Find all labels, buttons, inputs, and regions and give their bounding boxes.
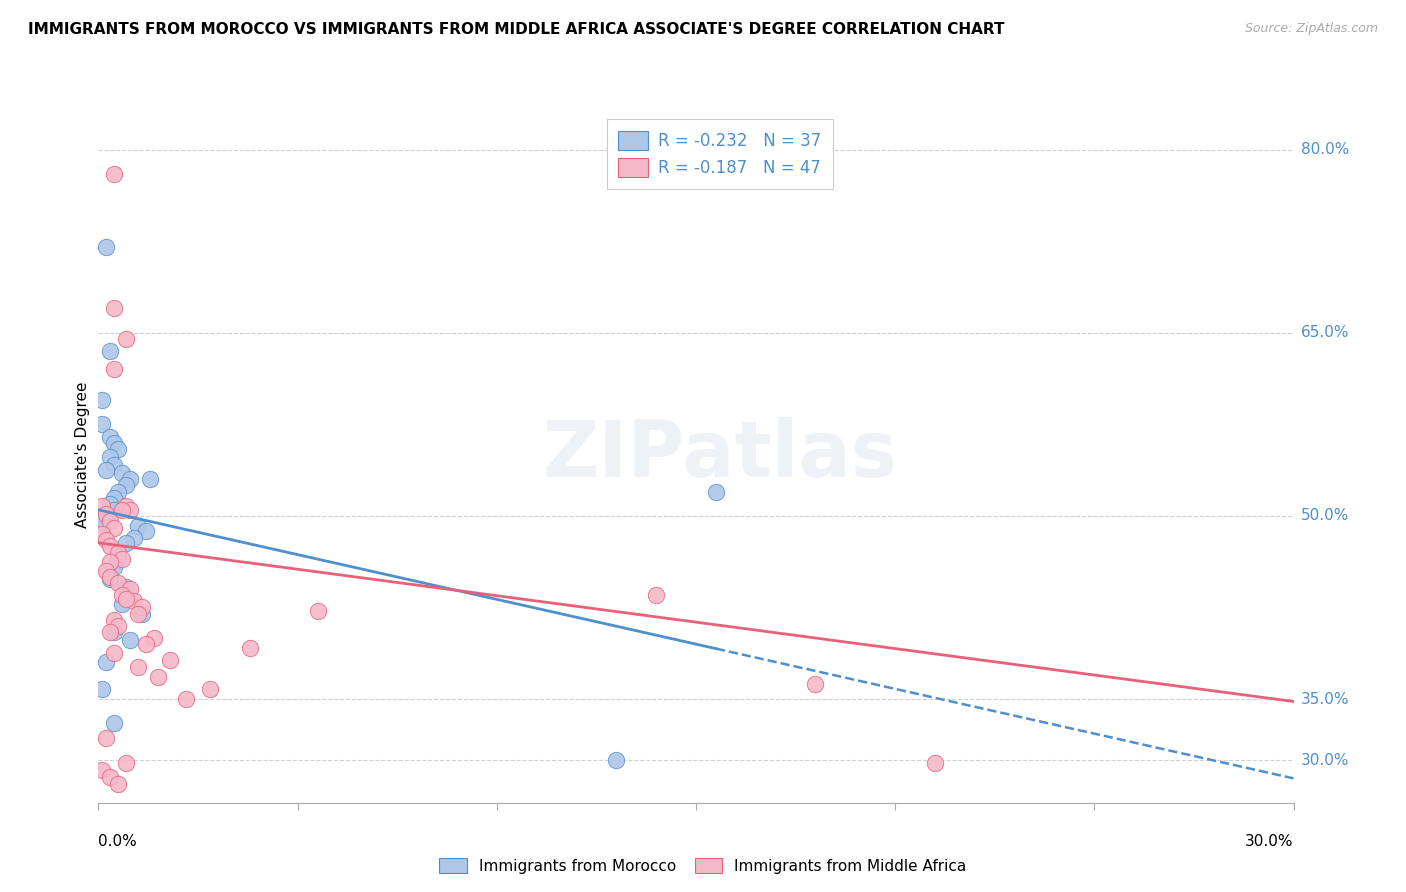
Point (103, 716, 125, 731)
Point (124, 531, 146, 545)
Point (239, 640, 262, 655)
Point (96, 564, 118, 578)
Point (111, 588, 134, 602)
Text: IMMIGRANTS FROM MOROCCO VS IMMIGRANTS FROM MIDDLE AFRICA ASSOCIATE'S DEGREE CORR: IMMIGRANTS FROM MOROCCO VS IMMIGRANTS FR… (28, 22, 1005, 37)
Point (139, 472, 162, 486)
Point (98, 624, 122, 639)
Y-axis label: Associate's Degree: Associate's Degree (75, 382, 90, 528)
Point (645, 588, 668, 602)
Point (91, 499, 114, 513)
Point (98, 497, 122, 511)
Point (103, 560, 125, 574)
Point (96, 240, 118, 254)
Point (135, 524, 157, 538)
Point (96, 533, 118, 548)
Point (96, 507, 118, 521)
Point (107, 619, 129, 633)
Point (96, 656, 118, 670)
Text: 35.0%: 35.0% (1301, 691, 1348, 706)
Point (98, 429, 122, 443)
Text: 0.0%: 0.0% (98, 834, 138, 849)
Point (103, 435, 125, 450)
Point (115, 332, 138, 346)
Point (605, 753, 627, 767)
Point (96, 731, 118, 745)
Point (135, 637, 157, 651)
Point (127, 607, 149, 621)
Point (98, 514, 122, 528)
Legend: R = -0.232   N = 37, R = -0.187   N = 47: R = -0.232 N = 37, R = -0.187 N = 47 (606, 119, 834, 189)
Text: 30.0%: 30.0% (1301, 753, 1348, 768)
Point (124, 594, 146, 608)
Point (98, 770, 122, 784)
Point (115, 756, 138, 770)
Point (91, 417, 114, 432)
Text: 30.0%: 30.0% (1246, 834, 1294, 849)
Point (103, 624, 125, 639)
Point (107, 576, 129, 591)
Point (91, 763, 114, 777)
Point (159, 653, 181, 667)
Point (120, 472, 142, 486)
Point (107, 545, 129, 559)
Point (148, 670, 170, 684)
Point (103, 167, 125, 181)
Point (115, 478, 138, 492)
Point (924, 756, 946, 770)
Point (307, 604, 329, 618)
Point (115, 591, 138, 606)
Point (111, 467, 134, 481)
Point (103, 301, 125, 316)
Point (96, 462, 118, 476)
Point (174, 692, 197, 706)
Point (91, 392, 114, 407)
Point (131, 600, 153, 615)
Point (107, 551, 129, 566)
Point (103, 362, 125, 376)
Text: 65.0%: 65.0% (1301, 326, 1348, 341)
Point (127, 660, 149, 674)
Point (103, 503, 125, 517)
Legend: Immigrants from Morocco, Immigrants from Middle Africa: Immigrants from Morocco, Immigrants from… (433, 852, 973, 880)
Point (103, 521, 125, 535)
Text: Source: ZipAtlas.com: Source: ZipAtlas.com (1244, 22, 1378, 36)
Point (198, 682, 221, 697)
Point (98, 540, 122, 554)
Point (98, 344, 122, 359)
Point (131, 607, 153, 621)
Point (115, 580, 138, 594)
Point (111, 503, 134, 517)
Point (103, 613, 125, 627)
Point (107, 777, 129, 791)
Point (115, 499, 138, 513)
Point (91, 527, 114, 541)
Point (143, 631, 166, 645)
Point (107, 484, 129, 499)
Point (111, 551, 134, 566)
Point (98, 570, 122, 584)
Point (91, 682, 114, 697)
Point (98, 450, 122, 465)
Text: ZIPatlas: ZIPatlas (543, 417, 897, 493)
Point (96, 508, 118, 523)
Point (127, 518, 149, 533)
Point (98, 555, 122, 569)
Point (704, 484, 727, 499)
Text: 50.0%: 50.0% (1301, 508, 1348, 524)
Point (804, 677, 827, 691)
Point (115, 536, 138, 550)
Point (103, 458, 125, 472)
Point (120, 633, 142, 648)
Point (120, 582, 142, 597)
Point (103, 646, 125, 660)
Text: 80.0%: 80.0% (1301, 142, 1348, 157)
Point (120, 503, 142, 517)
Point (111, 597, 134, 611)
Point (103, 491, 125, 505)
Point (107, 442, 129, 456)
Point (98, 573, 122, 587)
Point (91, 515, 114, 529)
